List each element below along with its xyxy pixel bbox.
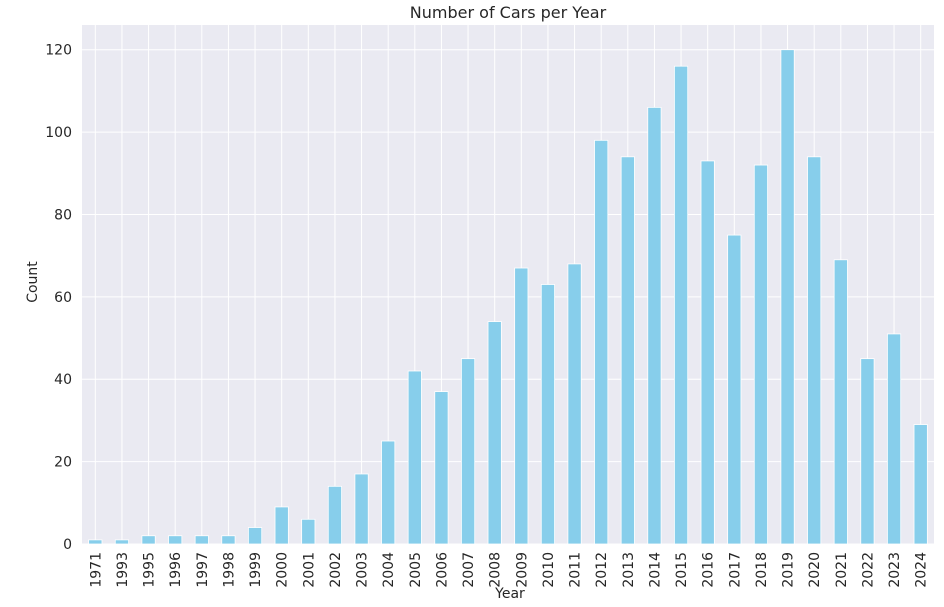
y-tick-label: 80 [54, 207, 72, 223]
x-tick-label-2012: 2012 [594, 552, 610, 588]
x-tick-label-2002: 2002 [328, 552, 344, 588]
bar-2008 [487, 321, 502, 545]
x-tick-label-2021: 2021 [834, 552, 850, 588]
x-tick-label-2008: 2008 [488, 552, 504, 588]
x-tick-label-1995: 1995 [142, 552, 158, 588]
x-tick-label-2022: 2022 [860, 552, 876, 588]
bar-1996 [168, 535, 183, 545]
bar-2014 [647, 106, 662, 545]
bar-2000 [274, 506, 289, 545]
y-axis-label: Count [25, 261, 41, 303]
bar-2005 [407, 370, 422, 545]
x-tick-label-2007: 2007 [461, 552, 477, 588]
x-tick-label-2003: 2003 [355, 552, 371, 588]
y-tick-labels: 0 20 40 60 80 100 120 [45, 43, 72, 553]
x-tick-label-2011: 2011 [568, 552, 584, 588]
bar-2003 [354, 473, 369, 545]
bars [88, 49, 928, 545]
x-tick-label-1997: 1997 [195, 552, 211, 588]
y-tick-label: 100 [45, 125, 72, 141]
x-tick-label-1971: 1971 [88, 552, 104, 588]
x-tick-label-2024: 2024 [914, 552, 930, 588]
bar-1997 [194, 535, 209, 545]
x-tick-labels: 1971 1993 1995 1996 1997 1998 1999 2000 2001 2002… [88, 552, 929, 588]
x-tick-label-2010: 2010 [541, 552, 557, 588]
x-tick-label-2009: 2009 [514, 552, 530, 588]
bar-1999 [248, 527, 263, 545]
bar-2007 [461, 358, 476, 545]
chart-title: Number of Cars per Year [410, 3, 607, 22]
bar-2001 [301, 518, 316, 545]
x-tick-label-2020: 2020 [807, 552, 823, 588]
y-tick-label: 0 [63, 537, 72, 553]
bar-1995 [141, 535, 156, 545]
bar-2012 [594, 139, 609, 545]
x-tick-label-1998: 1998 [221, 552, 237, 588]
x-tick-label-2015: 2015 [674, 552, 690, 588]
bar-2016 [700, 160, 715, 545]
bar-2019 [780, 49, 795, 545]
x-tick-label-2018: 2018 [754, 552, 770, 588]
x-tick-label-2000: 2000 [275, 552, 291, 588]
bar-2009 [514, 267, 529, 545]
bar-2002 [327, 485, 342, 545]
bar-2018 [753, 164, 768, 545]
bar-2006 [434, 391, 449, 545]
bar-1998 [221, 535, 236, 545]
x-tick-label-2019: 2019 [781, 552, 797, 588]
x-tick-label-1996: 1996 [168, 552, 184, 588]
bar-2010 [540, 284, 555, 545]
bar-1993 [114, 539, 129, 545]
x-tick-label-2023: 2023 [887, 552, 903, 588]
plot-background [82, 25, 934, 544]
bar-2022 [860, 358, 875, 545]
bar-2011 [567, 263, 582, 545]
y-tick-label: 60 [54, 290, 72, 306]
bar-2015 [674, 65, 689, 545]
x-axis-label: Year [494, 586, 525, 602]
y-tick-label: 120 [45, 43, 72, 59]
bar-2004 [381, 440, 396, 545]
x-tick-label-2005: 2005 [408, 552, 424, 588]
y-tick-label: 20 [54, 455, 72, 471]
x-tick-label-2001: 2001 [301, 552, 317, 588]
bar-2023 [887, 333, 902, 545]
x-tick-label-2017: 2017 [727, 552, 743, 588]
x-tick-label-1999: 1999 [248, 552, 264, 588]
bar-2020 [807, 156, 822, 545]
bar-2013 [620, 156, 635, 545]
x-tick-label-2004: 2004 [381, 552, 397, 588]
x-tick-label-2006: 2006 [434, 552, 450, 588]
bar-2017 [727, 234, 742, 545]
bar-2024 [913, 424, 928, 545]
x-tick-label-2016: 2016 [701, 552, 717, 588]
x-tick-label-2014: 2014 [647, 552, 663, 588]
bar-1971 [88, 539, 103, 545]
x-tick-label-2013: 2013 [621, 552, 637, 588]
x-tick-label-1993: 1993 [115, 552, 131, 588]
y-tick-label: 40 [54, 372, 72, 388]
bar-2021 [833, 259, 848, 545]
